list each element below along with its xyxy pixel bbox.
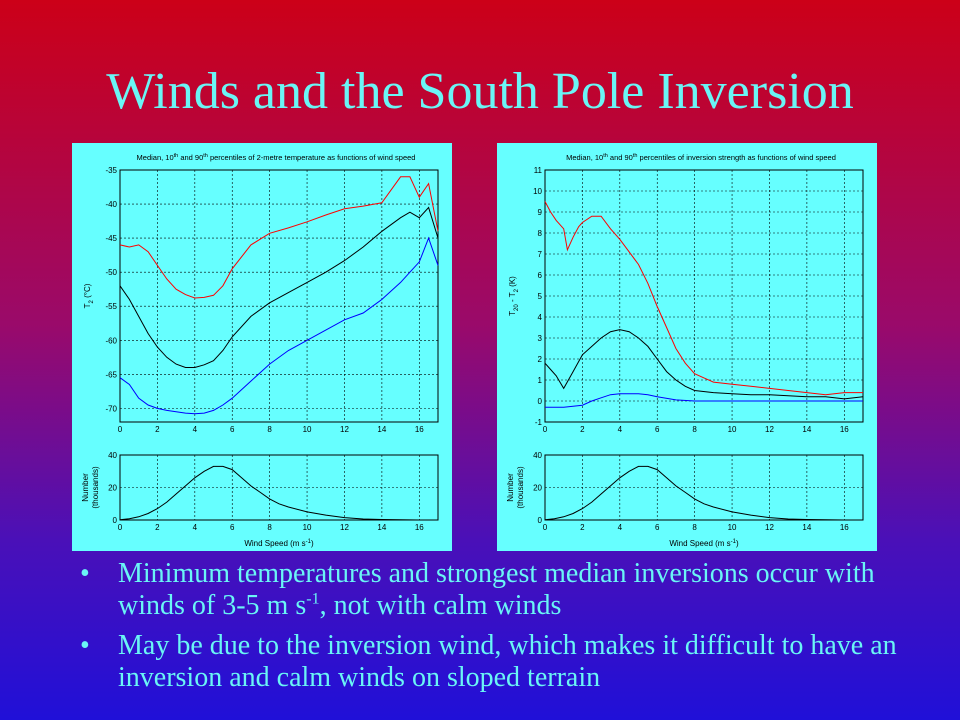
left-hist-ytick-label: 0 [113,516,118,525]
bullet-dot: • [80,630,90,661]
left-hist-xtick-label: 6 [230,523,235,532]
right-main-ytick-label: 3 [538,334,543,343]
bullet-dot: • [80,558,90,589]
slide-title: Winds and the South Pole Inversion [106,63,854,120]
right-hist-xtick-label: 0 [543,523,548,532]
left-main-xtick-label: 6 [230,425,235,434]
right-main-ytick-label: -1 [535,418,543,427]
left-main-ytick-label: -35 [105,166,117,175]
right-main-xtick-label: 8 [692,425,697,434]
left-hist-xtick-label: 16 [415,523,424,532]
right-hist-xtick-label: 16 [840,523,849,532]
right-hist-xtick-label: 12 [765,523,774,532]
bullet-item-2: • May be due to the inversion wind, whic… [80,630,940,694]
left-hist-series-0-line [119,465,438,521]
right-main-xtick-label: 0 [543,425,548,434]
right-main-series-0-line [544,201,863,396]
right-main-ytick-label: 10 [533,187,542,196]
right-hist-xtick-label: 14 [802,523,811,532]
right-main-ytick-label: 2 [538,355,543,364]
right-hist-xlabel: Wind Speed (m s-1) [669,539,739,548]
right-main-ytick-label: 0 [538,397,543,406]
left-main-xtick-label: 0 [118,425,123,434]
left-main-series-1-line [119,206,439,368]
right-hist-xtick-label: 10 [728,523,737,532]
right-main-xtick-label: 6 [655,425,660,434]
left-hist-xtick-label: 2 [155,523,160,532]
left-main-plot-frame [119,169,439,423]
left-main-ytick-label: -55 [105,302,117,311]
left-hist-xtick-label: 12 [340,523,349,532]
right-main-ytick-label: 5 [538,292,543,301]
left-ylabel: T2 (°C) [83,283,95,308]
bullet-text-2: May be due to the inversion wind, which … [118,630,897,693]
right-main-ytick-label: 1 [538,376,543,385]
inversion-chart-svg: Median, 10th and 90th percentiles of inv… [506,153,864,548]
left-hist-xtick-label: 0 [118,523,123,532]
right-main-plot-frame [544,169,864,423]
left-main-series-0-line [119,176,439,299]
right-main-ytick-label: 6 [538,271,543,280]
left-hist-xtick-label: 14 [377,523,386,532]
right-main-ytick-label: 7 [538,250,543,259]
right-main-xtick-label: 10 [728,425,737,434]
left-main-xtick-label: 8 [267,425,272,434]
right-main-xtick-label: 2 [580,425,585,434]
bullet-text-1a: Minimum temperatures and strongest media… [118,558,875,621]
right-hist-xtick-label: 6 [655,523,660,532]
right-main-xtick-label: 4 [618,425,623,434]
left-main-xtick-label: 14 [377,425,386,434]
left-hist-xtick-label: 8 [267,523,272,532]
right-hist-xtick-label: 4 [618,523,623,532]
right-main-series-2-line [545,393,863,408]
bullet-text-1b: , not with calm winds [319,590,562,621]
right-hist-series-0-line [544,465,863,521]
right-main-ytick-label: 4 [538,313,543,322]
right-hist-xtick-label: 2 [580,523,585,532]
left-main-ytick-label: -50 [105,268,117,277]
left-main-xtick-label: 2 [155,425,160,434]
left-main-series-2-line [119,236,439,415]
right-hist-xtick-label: 8 [692,523,697,532]
left-main-ytick-label: -60 [105,336,117,345]
right-hist-ytick-label: 40 [533,451,542,460]
left-main-xtick-label: 4 [193,425,198,434]
left-chart-title: Median, 10th and 90th percentiles of 2-m… [137,153,416,162]
bullet-list: • Minimum temperatures and strongest med… [80,558,940,702]
left-main-xtick-label: 10 [303,425,312,434]
right-hist-ytick-label: 0 [538,516,543,525]
right-ylabel: T20 - T2 (K) [508,276,520,316]
right-chart-title: Median, 10th and 90th percentiles of inv… [566,153,836,162]
right-main-ytick-label: 8 [538,229,543,238]
temperature-chart-svg: Median, 10th and 90th percentiles of 2-m… [81,153,439,548]
right-main-ytick-label: 9 [538,208,543,217]
left-hist-xtick-label: 10 [303,523,312,532]
left-main-ytick-label: -45 [105,234,117,243]
left-hist-ylabel: Number(thousands) [81,466,100,509]
right-main-xtick-label: 16 [840,425,849,434]
right-main-xtick-label: 14 [802,425,811,434]
left-hist-xtick-label: 4 [193,523,198,532]
left-hist-ytick-label: 20 [108,484,117,493]
left-chart-panel: Median, 10th and 90th percentiles of 2-m… [72,143,452,551]
left-main-ytick-label: -65 [105,370,117,379]
left-main-ytick-label: -70 [105,404,117,413]
left-main-xtick-label: 12 [340,425,349,434]
left-hist-xlabel: Wind Speed (m s-1) [244,539,314,548]
left-main-xtick-label: 16 [415,425,424,434]
left-hist-ytick-label: 40 [108,451,117,460]
right-main-xtick-label: 12 [765,425,774,434]
bullet-item-1: • Minimum temperatures and strongest med… [80,558,940,622]
right-chart-panel: Median, 10th and 90th percentiles of inv… [497,143,877,551]
right-main-series-1-line [544,329,864,400]
right-main-ytick-label: 11 [534,166,543,175]
right-hist-ylabel: Number(thousands) [506,466,525,509]
left-main-ytick-label: -40 [105,200,117,209]
bullet-sup-1: -1 [306,590,320,608]
right-hist-plot-frame [544,454,864,521]
left-hist-plot-frame [119,454,439,521]
right-hist-ytick-label: 20 [533,484,542,493]
